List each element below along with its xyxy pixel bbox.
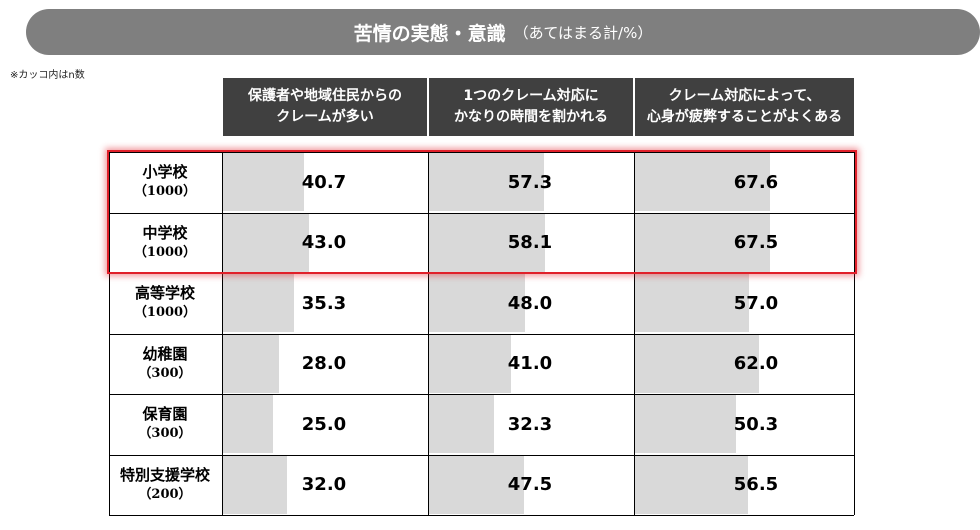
sample-size-note: ※カッコ内はn数 [10, 70, 85, 81]
value-bar [429, 274, 525, 332]
value-label: 56.5 [733, 474, 779, 495]
value-label: 48.0 [507, 292, 553, 314]
value-bar [429, 455, 524, 514]
column-header-2: 1つのクレーム対応に かなりの時間を割かれる [428, 78, 633, 136]
row-label: 特別支援学校 （200） [109, 455, 221, 515]
value-bar [635, 213, 770, 272]
row-divider [109, 394, 854, 395]
row-label: 保育園 （300） [109, 394, 221, 454]
row-label: 中学校 （1000） [109, 213, 221, 273]
row-name: 高等学校 [134, 284, 195, 302]
chart-subtitle: （あてはまる計/%） [513, 23, 653, 42]
value-label: 57.3 [507, 171, 553, 193]
value-label: 47.5 [507, 474, 553, 495]
column-header-line: 保護者や地域住民からの [248, 88, 402, 104]
row-divider [109, 152, 854, 153]
value-label: 32.3 [507, 413, 553, 435]
value-bar [429, 153, 544, 211]
value-label: 67.5 [733, 232, 779, 253]
value-label: 62.0 [733, 353, 779, 374]
row-divider [109, 515, 854, 516]
column-divider [222, 152, 223, 515]
value-bar [223, 455, 287, 514]
value-label: 67.6 [733, 171, 779, 193]
row-name: 特別支援学校 [119, 465, 210, 484]
value-label: 43.0 [301, 232, 347, 253]
column-header-line: かなりの時間を割かれる [454, 109, 608, 125]
row-sample-size: （1000） [133, 244, 197, 260]
column-header-line: クレーム対応によって、 [668, 88, 821, 104]
value-bar [429, 395, 494, 453]
row-divider [109, 333, 854, 335]
column-divider [109, 152, 110, 515]
value-bar [429, 334, 511, 393]
row-sample-size: （1000） [133, 305, 197, 320]
row-divider [109, 454, 854, 456]
row-name: 幼稚園 [142, 344, 188, 363]
value-bar [223, 213, 309, 272]
row-sample-size: （300） [138, 426, 192, 441]
column-divider [428, 152, 429, 515]
row-name: 保育園 [142, 405, 188, 423]
row-name: 小学校 [142, 163, 188, 181]
column-divider [634, 152, 635, 515]
value-bar [635, 395, 736, 453]
value-bar [223, 274, 294, 332]
value-bar [429, 213, 546, 272]
column-header-3: クレーム対応によって、心身が疲弊することがよくある [634, 78, 854, 136]
value-label: 35.3 [301, 292, 347, 314]
column-header-line: 1つのクレーム対応に [463, 88, 599, 104]
row-label: 小学校 （1000） [109, 152, 221, 212]
row-label: 高等学校 （1000） [109, 273, 221, 333]
row-divider [109, 212, 854, 214]
column-header-line: 心身が疲弊することがよくある [646, 109, 843, 125]
column-header-1: 保護者や地域住民からの クレームが多い [222, 78, 427, 136]
value-bar [635, 334, 759, 393]
value-label: 28.0 [301, 353, 347, 374]
row-sample-size: （300） [138, 365, 192, 381]
row-sample-size: （200） [138, 486, 192, 502]
column-header-line: クレームが多い [276, 109, 374, 125]
value-bar [223, 334, 279, 393]
value-bar [635, 153, 771, 211]
value-bar [223, 153, 305, 211]
value-label: 25.0 [301, 413, 347, 435]
value-label: 40.7 [301, 171, 347, 193]
value-label: 50.3 [733, 413, 779, 435]
value-label: 58.1 [507, 232, 553, 253]
value-bar [223, 395, 273, 453]
row-label: 幼稚園 （300） [109, 334, 221, 394]
row-name: 中学校 [142, 223, 188, 242]
value-label: 41.0 [507, 353, 553, 374]
value-bar [635, 455, 748, 514]
title-bar: 苦情の実態・意識 （あてはまる計/%） [26, 9, 980, 55]
row-divider [109, 273, 854, 274]
value-bar [635, 274, 749, 332]
value-label: 32.0 [301, 474, 347, 495]
row-sample-size: （1000） [133, 184, 197, 199]
chart-title: 苦情の実態・意識 [353, 22, 506, 45]
value-label: 57.0 [733, 292, 779, 314]
column-divider [854, 152, 855, 515]
